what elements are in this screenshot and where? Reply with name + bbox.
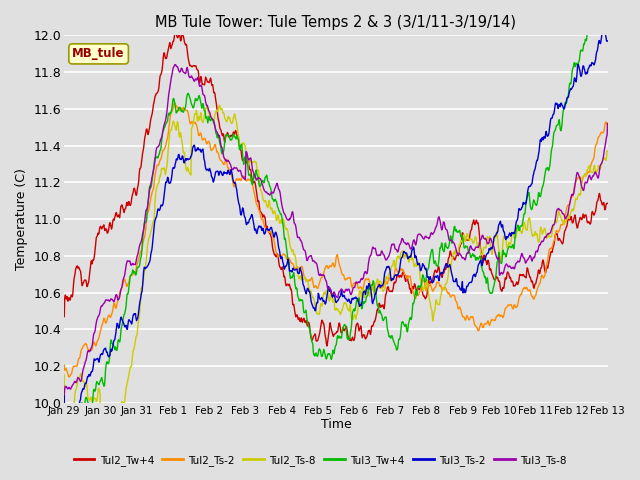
Y-axis label: Temperature (C): Temperature (C) <box>15 168 28 270</box>
X-axis label: Time: Time <box>321 419 351 432</box>
Title: MB Tule Tower: Tule Temps 2 & 3 (3/1/11-3/19/14): MB Tule Tower: Tule Temps 2 & 3 (3/1/11-… <box>156 15 516 30</box>
Text: MB_tule: MB_tule <box>72 48 125 60</box>
Legend: Tul2_Tw+4, Tul2_Ts-2, Tul2_Ts-8, Tul3_Tw+4, Tul3_Ts-2, Tul3_Ts-8: Tul2_Tw+4, Tul2_Ts-2, Tul2_Ts-8, Tul3_Tw… <box>70 451 570 470</box>
